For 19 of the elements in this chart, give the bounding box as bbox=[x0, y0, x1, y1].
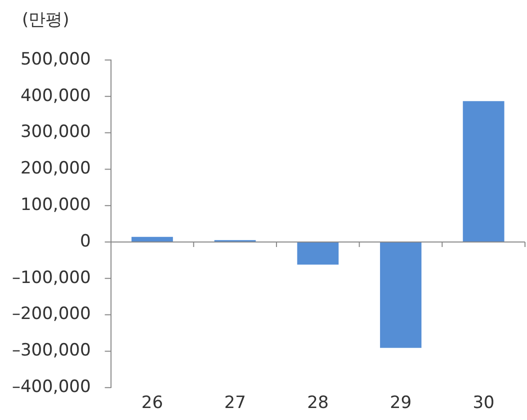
x-tick-label: 27 bbox=[224, 393, 246, 414]
y-tick-label: –300,000 bbox=[12, 340, 91, 361]
y-tick-label: 0 bbox=[80, 231, 91, 252]
x-tick-label: 29 bbox=[390, 393, 412, 414]
y-axis-title: (만평) bbox=[22, 9, 70, 31]
y-tick-label: 100,000 bbox=[20, 195, 91, 216]
x-tick-label: 26 bbox=[141, 393, 164, 414]
x-tick-label: 28 bbox=[307, 393, 329, 414]
bar bbox=[297, 242, 339, 265]
bar bbox=[462, 101, 504, 242]
y-tick-label: 300,000 bbox=[20, 122, 91, 142]
y-tick-label: –200,000 bbox=[12, 304, 91, 324]
y-tick-label: –100,000 bbox=[12, 268, 91, 288]
y-tick-label: 200,000 bbox=[20, 158, 91, 179]
y-tick-label: 400,000 bbox=[20, 86, 91, 106]
x-tick-label: 30 bbox=[472, 393, 494, 414]
bar bbox=[380, 242, 422, 348]
y-tick-label: –400,000 bbox=[12, 377, 91, 398]
y-tick-label: 500,000 bbox=[20, 49, 91, 70]
